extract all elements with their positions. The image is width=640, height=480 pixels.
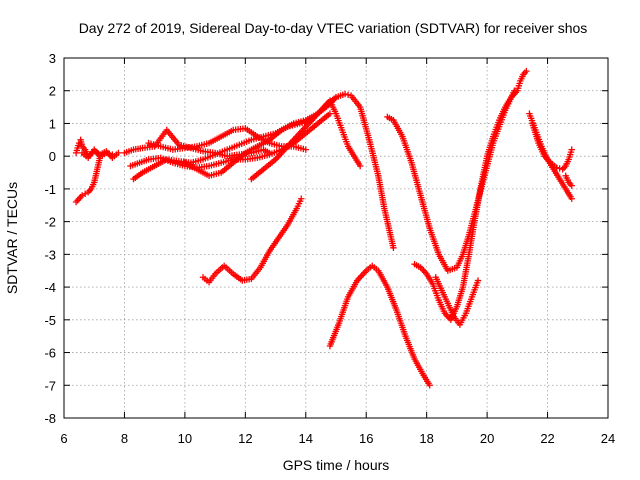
data-point <box>568 146 575 153</box>
x-tick-label: 24 <box>601 431 615 446</box>
y-tick-label: -2 <box>44 215 56 230</box>
data-point <box>326 110 334 117</box>
data-point <box>103 149 110 157</box>
x-tick-label: 6 <box>60 431 67 446</box>
data-point <box>568 182 575 189</box>
y-tick-label: -7 <box>44 378 56 393</box>
data-point <box>106 150 113 157</box>
data-point <box>356 162 364 170</box>
x-axis-label: GPS time / hours <box>283 457 390 473</box>
data-point <box>298 195 305 202</box>
data-point <box>568 195 575 202</box>
x-tick-label: 10 <box>178 431 192 446</box>
chart-title: Day 272 of 2019, Sidereal Day-to-day VTE… <box>79 20 588 36</box>
y-tick-label: -6 <box>44 346 56 361</box>
y-tick-label: -5 <box>44 313 56 328</box>
y-tick-label: -8 <box>44 411 56 426</box>
x-tick-label: 12 <box>238 431 252 446</box>
data-point <box>390 244 397 252</box>
plot-frame <box>63 57 609 419</box>
data-point <box>553 164 560 171</box>
x-tick-label: 18 <box>419 431 433 446</box>
data-point <box>341 90 349 98</box>
data-point <box>344 91 352 99</box>
grid <box>64 58 608 418</box>
data-point <box>115 149 122 157</box>
x-tick-label: 14 <box>299 431 313 446</box>
data-point <box>474 277 482 284</box>
y-tick-label: -3 <box>44 247 56 262</box>
x-tick-label: 16 <box>359 431 373 446</box>
x-tick-label: 20 <box>480 431 494 446</box>
y-tick-label: -4 <box>44 280 56 295</box>
x-tick-label: 22 <box>540 431 554 446</box>
data-point <box>109 151 116 158</box>
y-tick-label: 1 <box>49 116 56 131</box>
y-axis-label: SDTVAR / TECUs <box>4 182 20 294</box>
data-point <box>523 67 530 75</box>
data-points <box>72 67 575 389</box>
y-tick-label: 0 <box>49 149 56 164</box>
y-tick-label: -1 <box>44 182 56 197</box>
x-tick-label: 8 <box>121 431 128 446</box>
data-point <box>302 146 309 153</box>
data-point <box>556 165 563 172</box>
y-tick-label: 2 <box>49 84 56 99</box>
data-point <box>426 382 433 389</box>
y-tick-label: 3 <box>49 51 56 66</box>
